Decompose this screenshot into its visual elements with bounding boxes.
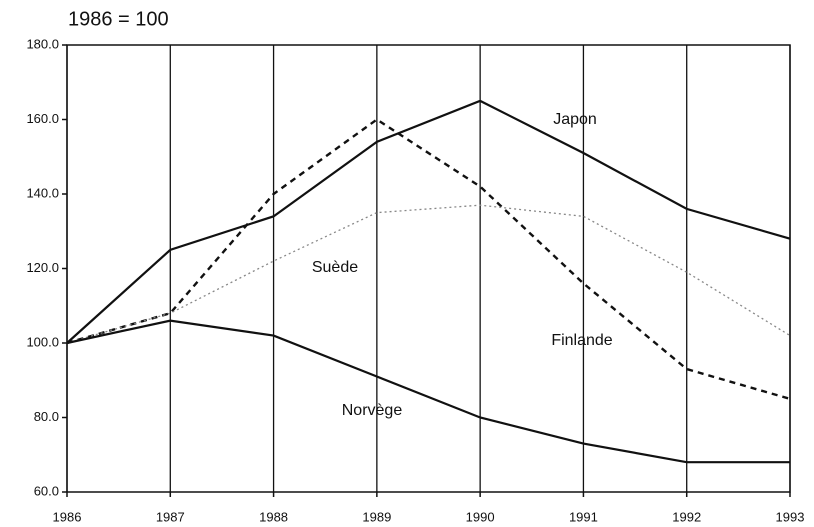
series-line <box>66 319 790 464</box>
y-tick-label: 140.0 <box>26 185 59 200</box>
x-tick-label: 1987 <box>156 509 185 524</box>
plot-frame <box>66 44 791 493</box>
series-label: Suède <box>312 259 358 276</box>
series-line <box>66 204 791 344</box>
x-tick-label: 1992 <box>672 509 701 524</box>
x-tick-label: 1993 <box>776 509 805 524</box>
series-line <box>66 118 791 401</box>
x-tick-label: 1986 <box>53 509 82 524</box>
y-tick-label: 180.0 <box>26 36 59 51</box>
x-tick-label: 1990 <box>466 509 495 524</box>
x-tick-label: 1988 <box>259 509 288 524</box>
x-tick-label: 1991 <box>569 509 598 524</box>
y-tick-label: 100.0 <box>26 334 59 349</box>
series-label: Finlande <box>551 332 612 349</box>
y-tick-label: 160.0 <box>26 111 59 126</box>
series-line <box>66 99 791 344</box>
series-label: Japon <box>553 111 597 128</box>
y-tick-label: 80.0 <box>34 409 59 424</box>
y-tick-label: 120.0 <box>26 260 59 275</box>
series-label: Norvège <box>342 402 403 419</box>
y-tick-label: 60.0 <box>34 483 59 498</box>
chart-title: 1986 = 100 <box>68 8 169 30</box>
x-tick-label: 1989 <box>362 509 391 524</box>
